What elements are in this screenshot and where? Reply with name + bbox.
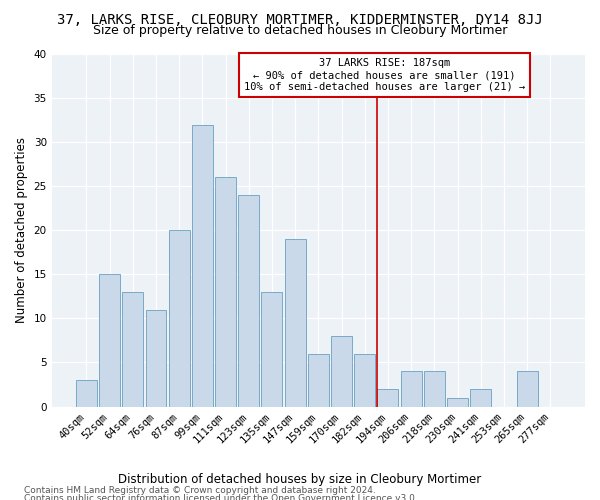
Text: Distribution of detached houses by size in Cleobury Mortimer: Distribution of detached houses by size … (118, 472, 482, 486)
Text: Size of property relative to detached houses in Cleobury Mortimer: Size of property relative to detached ho… (93, 24, 507, 37)
Bar (447, 398, 468, 406)
Bar (377, 389, 398, 406)
Text: 37, LARKS RISE, CLEOBURY MORTIMER, KIDDERMINSTER, DY14 8JJ: 37, LARKS RISE, CLEOBURY MORTIMER, KIDDE… (57, 12, 543, 26)
Bar (284, 239, 305, 406)
Bar (192, 124, 213, 406)
Bar (308, 354, 329, 406)
Bar (262, 292, 283, 406)
Bar (470, 389, 491, 406)
Bar (424, 372, 445, 406)
Text: Contains HM Land Registry data © Crown copyright and database right 2024.: Contains HM Land Registry data © Crown c… (24, 486, 376, 495)
Bar (146, 310, 166, 406)
Bar (331, 336, 352, 406)
Bar (99, 274, 120, 406)
Bar (517, 372, 538, 406)
Bar (238, 195, 259, 406)
Bar (169, 230, 190, 406)
Text: 37 LARKS RISE: 187sqm
← 90% of detached houses are smaller (191)
10% of semi-det: 37 LARKS RISE: 187sqm ← 90% of detached … (244, 58, 525, 92)
Bar (76, 380, 97, 406)
Bar (215, 178, 236, 406)
Bar (401, 372, 422, 406)
Text: Contains public sector information licensed under the Open Government Licence v3: Contains public sector information licen… (24, 494, 418, 500)
Bar (354, 354, 375, 406)
Y-axis label: Number of detached properties: Number of detached properties (15, 138, 28, 324)
Bar (122, 292, 143, 406)
